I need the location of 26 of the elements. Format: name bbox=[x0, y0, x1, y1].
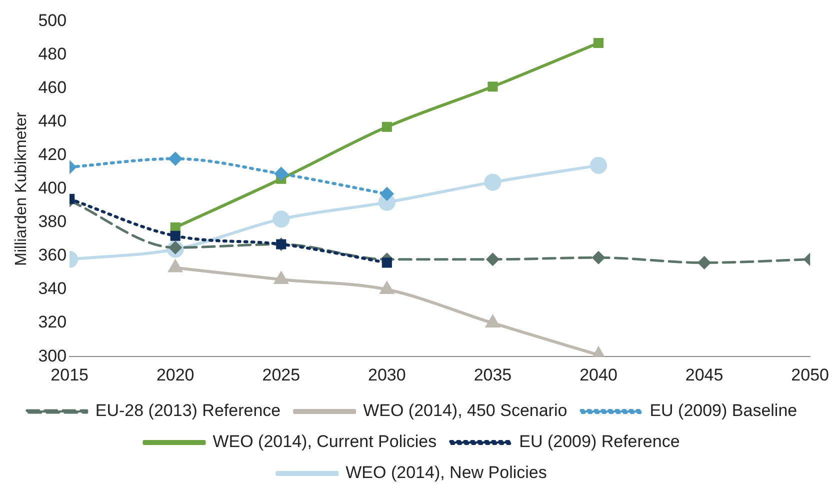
legend-label: WEO (2014), 450 Scenario bbox=[363, 401, 568, 420]
legend-label: WEO (2014), New Policies bbox=[346, 463, 547, 482]
x-tick-label: 2020 bbox=[156, 365, 194, 384]
x-tick-label: 2015 bbox=[50, 365, 88, 384]
y-tick-label: 320 bbox=[38, 312, 67, 332]
legend-label: EU-28 (2013) Reference bbox=[95, 401, 281, 420]
x-tick-label: 2045 bbox=[685, 365, 724, 384]
y-tick-label: 500 bbox=[38, 10, 67, 30]
x-tick-label: 2030 bbox=[368, 365, 406, 384]
x-tick-label: 2025 bbox=[262, 365, 300, 384]
y-axis-title: Milliarden Kubikmeter bbox=[13, 111, 30, 266]
y-tick-label: 400 bbox=[38, 178, 67, 198]
y-tick-label: 360 bbox=[38, 246, 67, 265]
y-tick-label: 340 bbox=[38, 279, 67, 298]
legend-label: WEO (2014), Current Policies bbox=[212, 432, 437, 452]
y-tick-label: 440 bbox=[38, 112, 67, 131]
x-tick-label: 2040 bbox=[580, 365, 618, 384]
x-tick-label: 2035 bbox=[474, 365, 512, 384]
legend-label: EU (2009) Baseline bbox=[650, 401, 798, 420]
y-tick-label: 480 bbox=[38, 44, 67, 64]
y-tick-label: 460 bbox=[38, 78, 67, 97]
x-tick-label: 2050 bbox=[791, 365, 830, 384]
y-tick-label: 380 bbox=[38, 212, 67, 232]
y-tick-label: 420 bbox=[38, 145, 67, 164]
y-tick-label: 300 bbox=[38, 346, 67, 366]
legend-label: EU (2009) Reference bbox=[519, 432, 680, 452]
